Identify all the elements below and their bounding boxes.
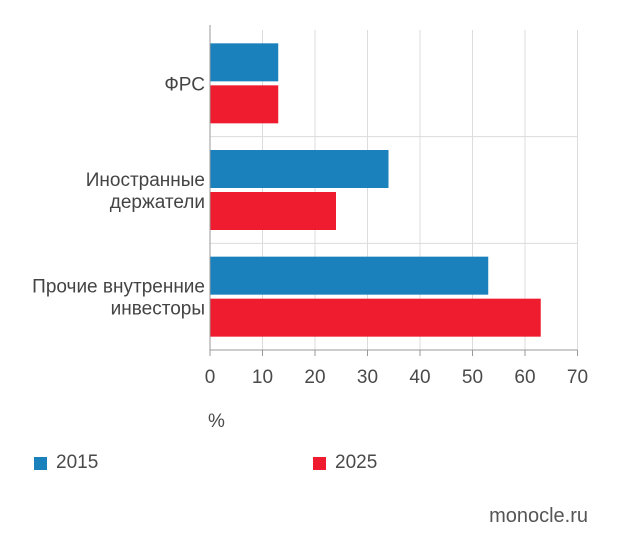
bar-2025-1 [210, 85, 279, 124]
x-tick-label-0: 0 [205, 367, 216, 388]
legend-item-2015: 2015 [34, 452, 98, 474]
x-tick-label-10: 10 [252, 367, 273, 388]
x-tick-label-40: 40 [409, 367, 430, 388]
bar-2025-2 [210, 192, 336, 230]
category-label-2: Иностранные держатели [86, 170, 205, 213]
category-label-1: ФРС [164, 74, 205, 95]
legend-item-2025: 2025 [313, 452, 377, 474]
bar-chart: ФРС Иностранные держатели Прочие внутренние… [32, 25, 588, 432]
x-tick-label-50: 50 [462, 367, 483, 388]
bar-2025-3 [210, 298, 541, 337]
source-label: monocle.ru [489, 505, 588, 527]
legend-swatch-2025 [313, 456, 326, 470]
legend-swatch-2015 [34, 456, 47, 470]
legend-label-2015: 2015 [56, 452, 99, 473]
bar-2015-3 [210, 256, 489, 295]
bar-2015-1 [210, 43, 279, 82]
x-tick-label-70: 70 [567, 367, 588, 388]
bar-2015-2 [210, 150, 389, 188]
x-tick-label-30: 30 [357, 367, 378, 388]
x-tick-label-20: 20 [304, 367, 325, 388]
category-label-3: Прочие внутренние инвесторы [32, 277, 205, 320]
x-tick-label-60: 60 [514, 367, 535, 388]
x-axis-label: % [208, 411, 225, 432]
legend-label-2025: 2025 [335, 452, 378, 473]
